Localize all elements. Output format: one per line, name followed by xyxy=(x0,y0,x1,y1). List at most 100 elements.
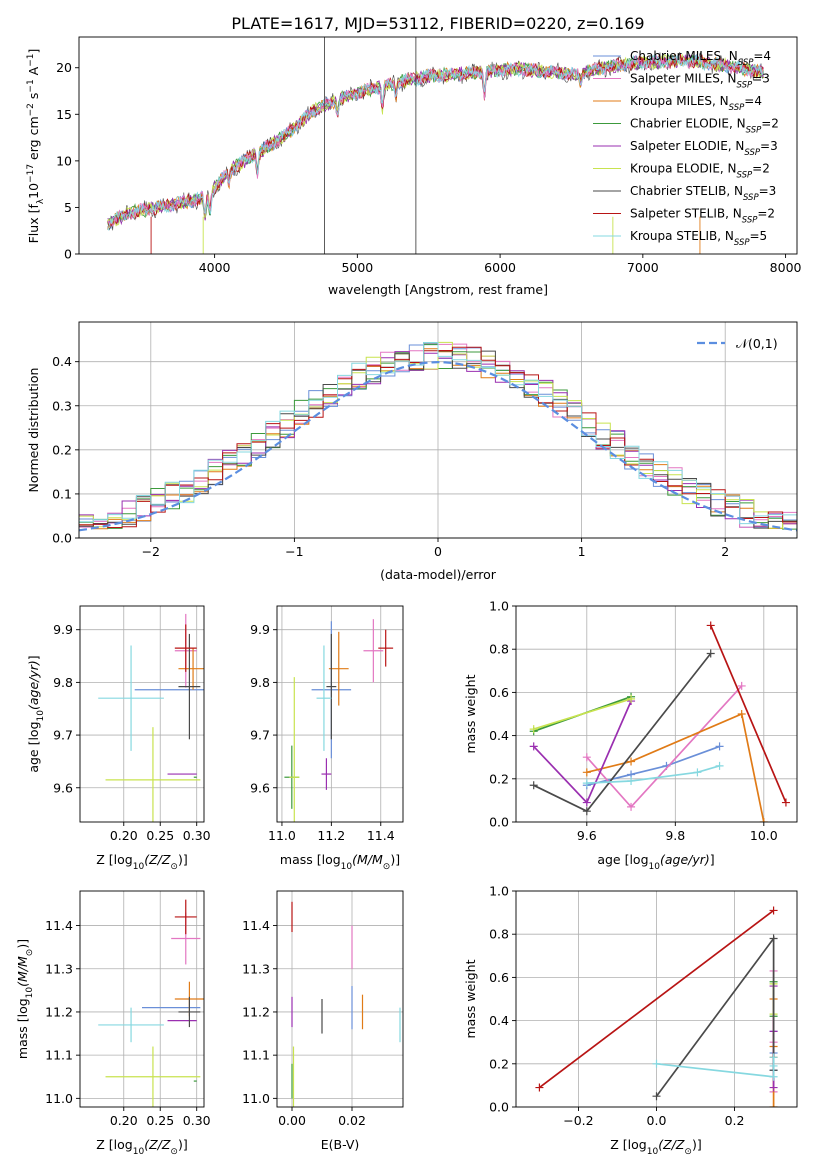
x-tick-label: 0.30 xyxy=(183,1113,211,1128)
ageZ-ylabel: age [log10(age/yr)] xyxy=(26,655,46,772)
y-tick-label: 0.4 xyxy=(489,1013,509,1028)
x-tick-label: 11.2 xyxy=(317,828,345,843)
y-tick-label: 11.4 xyxy=(45,918,73,933)
errorbar-point xyxy=(316,645,332,751)
weight-marker xyxy=(693,768,702,777)
weightZ-ylabel: mass weight xyxy=(463,959,478,1038)
x-tick-label: 1 xyxy=(578,544,586,559)
errorbar-point xyxy=(328,631,349,706)
x-tick-label: 0 xyxy=(434,544,442,559)
y-tick-label: 9.7 xyxy=(250,728,270,743)
y-tick-label: 11.0 xyxy=(242,1091,270,1106)
weight-marker xyxy=(715,761,724,770)
y-tick-label: 9.6 xyxy=(250,780,270,795)
y-tick-label: 11.4 xyxy=(242,918,270,933)
y-tick-label: 0.3 xyxy=(52,398,72,413)
weight-line xyxy=(586,745,720,787)
weight-marker xyxy=(582,753,591,762)
y-tick-label: 0.8 xyxy=(489,927,509,942)
y-tick-label: 1.0 xyxy=(489,599,509,614)
legend-entry-label: Kroupa STELIB, NSSP=5 xyxy=(630,229,767,248)
legend-entry-label: Salpeter STELIB, NSSP=2 xyxy=(630,207,775,226)
weight-line xyxy=(533,698,632,730)
weight-line xyxy=(586,764,720,784)
y-tick-label: 11.0 xyxy=(45,1091,73,1106)
weight-marker xyxy=(706,621,715,630)
age-vs-mass-panel: 11.0 11.2 11.4 9.6 9.7 9.8 9.9 mass [log10(M/M⊙… xyxy=(250,605,404,872)
legend-entry-label: Chabrier ELODIE, NSSP=2 xyxy=(630,117,779,136)
mass-vs-Z-panel: 0.20 0.25 0.30 11.0 11.1 11.2 11.3 11.4 Z [log10… xyxy=(15,890,211,1157)
y-tick-label: 0.0 xyxy=(52,531,72,546)
errorbar-point xyxy=(289,677,300,822)
legend-entry-label: Kroupa MILES, NSSP=4 xyxy=(630,94,762,113)
age-vs-mass-plot-area xyxy=(284,619,394,822)
massZ-xlabel: Z [log10(Z/Z⊙)] xyxy=(96,1137,187,1157)
y-tick-label: 1.0 xyxy=(489,884,509,899)
weight-marker xyxy=(737,710,746,718)
errorbar-point xyxy=(98,1007,164,1043)
residuals-ylabel: Normed distribution xyxy=(26,368,41,493)
mass-vs-Z-plot-area xyxy=(98,899,204,1107)
weight-marker xyxy=(535,1083,544,1092)
normal-curve xyxy=(79,360,797,532)
errorbar-point xyxy=(98,645,164,751)
figure-title: PLATE=1617, MJD=53112, FIBERID=0220, z=0… xyxy=(231,14,644,33)
y-tick-label: 0.6 xyxy=(489,685,509,700)
errorbar-point xyxy=(105,1046,201,1107)
x-tick-label: −1 xyxy=(285,544,303,559)
y-tick-label: 15 xyxy=(56,107,72,122)
weight-line xyxy=(709,625,787,803)
y-tick-label: 0.4 xyxy=(489,728,509,743)
weight-vs-age-frame xyxy=(515,605,798,823)
x-tick-label: 5000 xyxy=(341,260,373,275)
age-vs-Z-plot-area xyxy=(98,613,204,822)
mass-vs-EBV-frame xyxy=(276,890,404,1108)
weight-line xyxy=(656,1057,775,1078)
weight-marker xyxy=(582,807,591,816)
weight-marker xyxy=(737,681,746,690)
weightZ-xlabel: Z [log10(Z/Z⊙)] xyxy=(610,1137,701,1157)
y-tick-label: 9.8 xyxy=(53,675,73,690)
x-tick-label: 0.30 xyxy=(183,828,211,843)
residuals-panel: −2 −1 0 1 2 0.0 0.1 0.2 0.3 0.4 𝒩(0,1) (data-model)… xyxy=(26,321,798,582)
weight-marker xyxy=(715,742,724,751)
residuals-plot-area xyxy=(79,341,797,538)
errorbar-point xyxy=(174,899,197,935)
weightAge-xlabel: age [log10(age/yr)] xyxy=(597,852,714,872)
weight-marker xyxy=(582,798,591,807)
y-tick-label: 0.2 xyxy=(489,771,509,786)
weight-line xyxy=(533,652,712,813)
normal-legend-label: 𝒩(0,1) xyxy=(736,336,778,351)
y-tick-label: 11.2 xyxy=(45,1004,73,1019)
x-tick-label: 0.20 xyxy=(110,1113,138,1128)
x-tick-label: 11.4 xyxy=(367,828,395,843)
spectrum-panel: 4000 5000 6000 7000 8000 0 5 10 15 20 wavelength [… xyxy=(26,36,802,297)
y-tick-label: 0.8 xyxy=(489,642,509,657)
weight-marker xyxy=(627,802,636,811)
y-tick-label: 0.0 xyxy=(489,815,509,830)
errorbar-point xyxy=(363,619,384,683)
y-tick-label: 9.9 xyxy=(53,622,73,637)
weight-marker xyxy=(781,798,790,807)
errorbar-point xyxy=(326,633,337,740)
weight-marker xyxy=(769,1072,778,1081)
x-tick-label: −0.2 xyxy=(563,1113,593,1128)
y-tick-label: 9.7 xyxy=(53,728,73,743)
weight-marker xyxy=(769,1053,778,1062)
weight-marker xyxy=(627,757,636,766)
legend-entry-label: Chabrier STELIB, NSSP=3 xyxy=(630,184,776,203)
errorbar-point xyxy=(321,758,332,790)
mass-vs-EBV-plot-area xyxy=(291,901,401,1107)
x-tick-label: 6000 xyxy=(484,260,516,275)
weight-marker xyxy=(769,906,778,915)
weight-marker xyxy=(769,1061,778,1070)
y-tick-label: 5 xyxy=(64,200,72,215)
weight-marker xyxy=(529,742,538,751)
spectrum-plot-area xyxy=(107,37,764,254)
weight-vs-age-panel: 9.6 9.8 10.0 0.0 0.2 0.4 0.6 0.8 1.0 age [log10(a… xyxy=(463,599,798,872)
y-tick-label: 11.3 xyxy=(242,961,270,976)
x-tick-label: 9.6 xyxy=(577,828,597,843)
spectrum-frame xyxy=(78,36,798,255)
y-tick-label: 10 xyxy=(56,153,72,168)
